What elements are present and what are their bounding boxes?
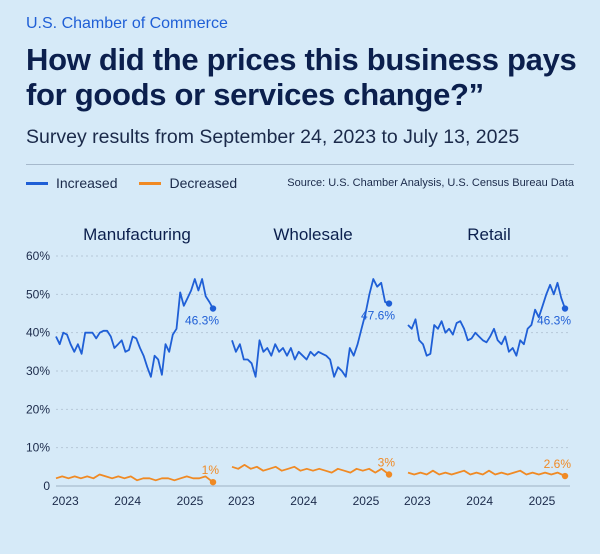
decreased-endpoint-manufacturing	[209, 478, 217, 486]
panel-title-wholesale: Wholesale	[273, 225, 352, 244]
decreased-label-manufacturing: 1%	[202, 463, 220, 477]
increased-endpoint-manufacturing	[209, 305, 217, 312]
y-tick-label: 60%	[26, 249, 50, 263]
divider	[26, 164, 574, 165]
org-name: U.S. Chamber of Commerce	[26, 15, 228, 32]
increased-endpoint-wholesale	[385, 300, 393, 307]
decreased-line-wholesale	[231, 463, 390, 476]
y-tick-label: 40%	[26, 326, 50, 340]
y-tick-label: 50%	[26, 287, 50, 301]
increased-line-wholesale	[231, 278, 390, 378]
increased-endpoint-retail	[561, 305, 569, 312]
y-tick-label: 10%	[26, 441, 50, 455]
panel-title-manufacturing: Manufacturing	[83, 225, 191, 244]
x-tick-label-retail: 2025	[529, 494, 556, 508]
decreased-endpoint-wholesale	[385, 471, 393, 478]
legend-increased: Increased	[26, 175, 117, 191]
x-tick-label-wholesale: 2024	[290, 494, 317, 508]
legend: Increased Decreased	[26, 175, 259, 191]
x-tick-label-wholesale: 2023	[228, 494, 255, 508]
y-tick-label: 30%	[26, 364, 50, 378]
x-tick-label-retail: 2024	[466, 494, 493, 508]
y-tick-label: 0	[43, 479, 50, 493]
increased-line-manufacturing	[55, 278, 214, 378]
legend-decreased-swatch	[139, 181, 162, 185]
y-tick-label: 20%	[26, 402, 50, 416]
increased-label-manufacturing: 46.3%	[185, 314, 219, 328]
x-tick-label-manufacturing: 2024	[114, 494, 141, 508]
decreased-line-manufacturing	[55, 473, 214, 483]
increased-label-retail: 46.3%	[537, 314, 571, 328]
x-tick-label-retail: 2023	[404, 494, 431, 508]
decreased-endpoint-retail	[561, 472, 569, 480]
legend-increased-swatch	[26, 181, 48, 185]
source-note: Source: U.S. Chamber Analysis, U.S. Cens…	[287, 177, 574, 189]
chart-title: How did the prices this business pays fo…	[26, 42, 577, 112]
increased-label-wholesale: 47.6%	[361, 309, 395, 323]
legend-decreased-label: Decreased	[169, 175, 238, 191]
legend-increased-label: Increased	[56, 175, 118, 191]
chart-subtitle: Survey results from September 24, 2023 t…	[26, 126, 520, 148]
panel-title-retail: Retail	[467, 225, 510, 244]
increased-line-retail	[407, 281, 566, 357]
decreased-label-retail: 2.6%	[544, 457, 572, 471]
decreased-line-retail	[407, 469, 566, 477]
x-tick-label-manufacturing: 2025	[177, 494, 204, 508]
x-tick-label-wholesale: 2025	[353, 494, 380, 508]
legend-decreased: Decreased	[139, 175, 237, 191]
x-tick-label-manufacturing: 2023	[52, 494, 79, 508]
decreased-label-wholesale: 3%	[378, 456, 396, 470]
